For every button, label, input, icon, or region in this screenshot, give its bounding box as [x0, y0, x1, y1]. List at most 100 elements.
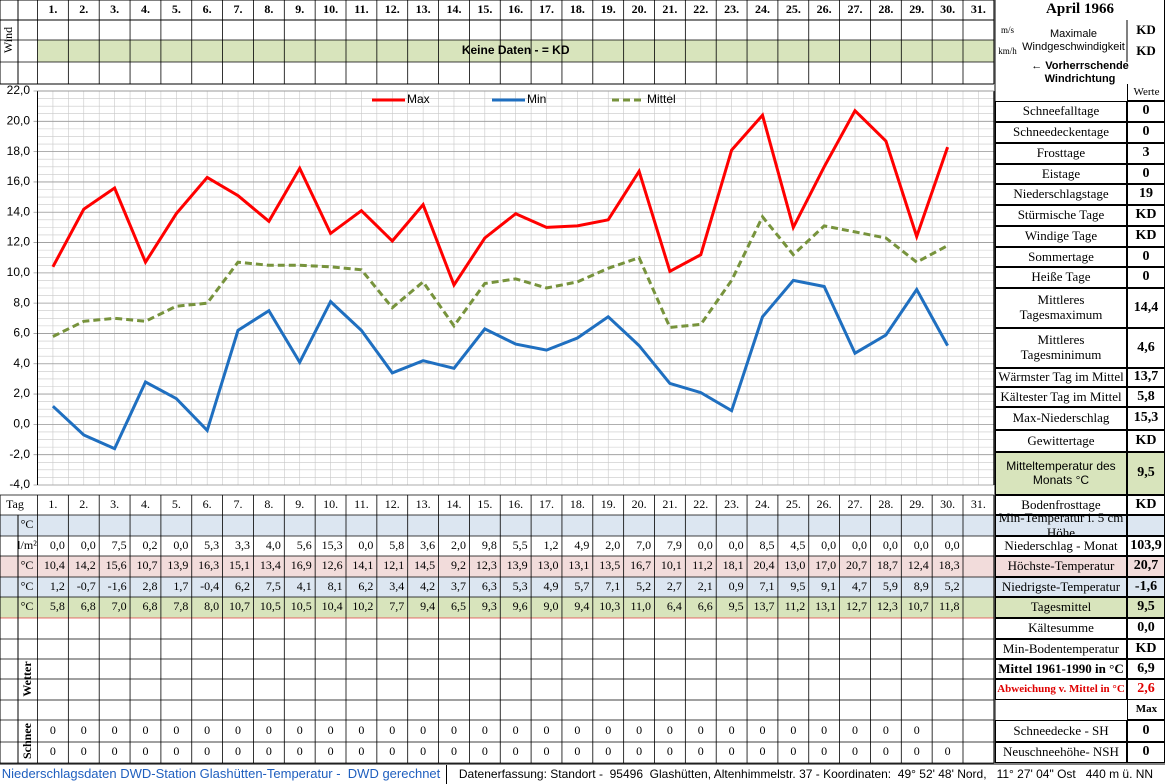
- snow-cell: 0: [297, 744, 303, 758]
- day-number: 30.: [940, 2, 955, 16]
- day-number: 15.: [477, 497, 492, 511]
- cell-bg: [0, 515, 994, 536]
- wind-caption: Maximale Windgeschwindigkeit: [1022, 28, 1125, 53]
- precip-cell: 0,0: [173, 538, 188, 552]
- precip-cell: 4,9: [574, 538, 589, 552]
- day-number: 2.: [79, 497, 88, 511]
- stats-label: Abweichung v. Mittel in °C: [995, 679, 1127, 700]
- stats-label: Höchste-Temperatur: [995, 556, 1127, 577]
- day-number: 25.: [786, 2, 801, 16]
- precip-cell: 15,3: [322, 538, 343, 552]
- snow-cell: 0: [852, 744, 858, 758]
- day-number: 22.: [693, 497, 708, 511]
- snow-cell: 0: [173, 723, 179, 737]
- temp-cell: 9,1: [821, 579, 836, 593]
- stats-value: 5,8: [1127, 387, 1165, 407]
- day-number: 3.: [110, 497, 119, 511]
- day-number: 14.: [446, 497, 461, 511]
- stats-label: Mitteltemperatur des Monats °C: [995, 452, 1127, 495]
- temp-cell: 9,2: [451, 558, 466, 572]
- cell-bg: [37, 40, 994, 62]
- temp-cell: 9,4: [420, 599, 435, 613]
- series-line: [51, 278, 949, 451]
- temp-cell: 3,7: [451, 579, 466, 593]
- day-number: 21.: [662, 2, 677, 16]
- snow-cell: 0: [420, 744, 426, 758]
- snow-cell: 0: [945, 744, 951, 758]
- stats-value: 0: [1127, 247, 1165, 267]
- temp-cell: 13,1: [815, 599, 836, 613]
- unit-label: l/m²: [17, 538, 37, 552]
- temp-cell: 10,5: [291, 599, 312, 613]
- temp-cell: 11,2: [785, 599, 806, 613]
- snow-cell: 0: [358, 723, 364, 737]
- temp-cell: 10,3: [599, 599, 620, 613]
- temp-cell: 6,5: [451, 599, 466, 613]
- month-title: April 1966: [1046, 1, 1114, 18]
- day-number: 6.: [203, 497, 212, 511]
- precip-cell: 5,6: [297, 538, 312, 552]
- temp-cell: 4,9: [544, 579, 559, 593]
- stats-label: Min-Bodentemperatur: [995, 639, 1127, 659]
- day-number: 7.: [234, 497, 243, 511]
- unit-label: °C: [21, 599, 34, 613]
- stats-value: 0: [1127, 267, 1165, 288]
- stats-label: Eistage: [995, 164, 1127, 184]
- temp-cell: 4,2: [420, 579, 435, 593]
- temp-cell: 6,8: [81, 599, 96, 613]
- snow-cell: 0: [821, 723, 827, 737]
- temp-cell: 1,7: [173, 579, 188, 593]
- day-number: 11.: [354, 497, 369, 511]
- temp-cell: 10,7: [908, 599, 929, 613]
- temp-cell: 6,3: [482, 579, 497, 593]
- day-number: 9.: [295, 497, 304, 511]
- day-number: 25.: [786, 497, 801, 511]
- stats-value: 0: [1127, 101, 1165, 122]
- temp-cell: 2,1: [698, 579, 713, 593]
- temp-cell: 4,7: [852, 579, 867, 593]
- temp-cell: 0,9: [729, 579, 744, 593]
- precip-cell: 0,0: [852, 538, 867, 552]
- temp-cell: 5,8: [50, 599, 65, 613]
- y-tick-label: -4,0: [9, 477, 30, 491]
- temp-cell: 12,4: [908, 558, 929, 572]
- stats-label: Schneefalltage: [995, 101, 1127, 122]
- temp-cell: 5,7: [574, 579, 589, 593]
- snow-cell: 0: [112, 723, 118, 737]
- snow-cell: 0: [266, 744, 272, 758]
- day-number: 4.: [141, 497, 150, 511]
- precip-cell: 2,0: [451, 538, 466, 552]
- temp-cell: 9,0: [544, 599, 559, 613]
- stats-value: 9,5: [1127, 597, 1165, 618]
- temp-cell: 6,2: [235, 579, 250, 593]
- temp-cell: 20,7: [846, 558, 867, 572]
- day-number: 24.: [755, 2, 770, 16]
- snow-cell: 0: [451, 744, 457, 758]
- precip-cell: 7,0: [636, 538, 651, 552]
- day-number: 30.: [940, 497, 955, 511]
- stats-label: Wärmster Tag im Mittel: [995, 368, 1127, 387]
- temp-cell: 5,9: [883, 579, 898, 593]
- snow-cell: 0: [821, 744, 827, 758]
- precip-cell: 0,2: [142, 538, 157, 552]
- day-number: 29.: [909, 497, 924, 511]
- day-number: 27.: [848, 2, 863, 16]
- day-number: 9.: [295, 2, 304, 16]
- precip-cell: 5,8: [389, 538, 404, 552]
- temp-cell: 12,7: [846, 599, 867, 613]
- day-number: 22.: [693, 2, 708, 16]
- temp-cell: 15,6: [106, 558, 127, 572]
- snow-cell: 0: [50, 723, 56, 737]
- precip-cell: 7,9: [667, 538, 682, 552]
- stats-value: 2,6: [1127, 679, 1165, 700]
- footer-right: Datenerfassung: Standort - 95496 Glashüt…: [446, 765, 1165, 784]
- temp-cell: 5,2: [945, 579, 960, 593]
- stats-label: Sommertage: [995, 247, 1127, 267]
- stats-label: Mittel 1961-1990 in °C: [995, 659, 1127, 679]
- snow-cell: 0: [729, 744, 735, 758]
- snow-cell: 0: [266, 723, 272, 737]
- temp-cell: 9,6: [513, 599, 528, 613]
- temp-cell: 13,4: [260, 558, 281, 572]
- day-number: 28.: [878, 497, 893, 511]
- tag-label: Tag: [6, 497, 24, 511]
